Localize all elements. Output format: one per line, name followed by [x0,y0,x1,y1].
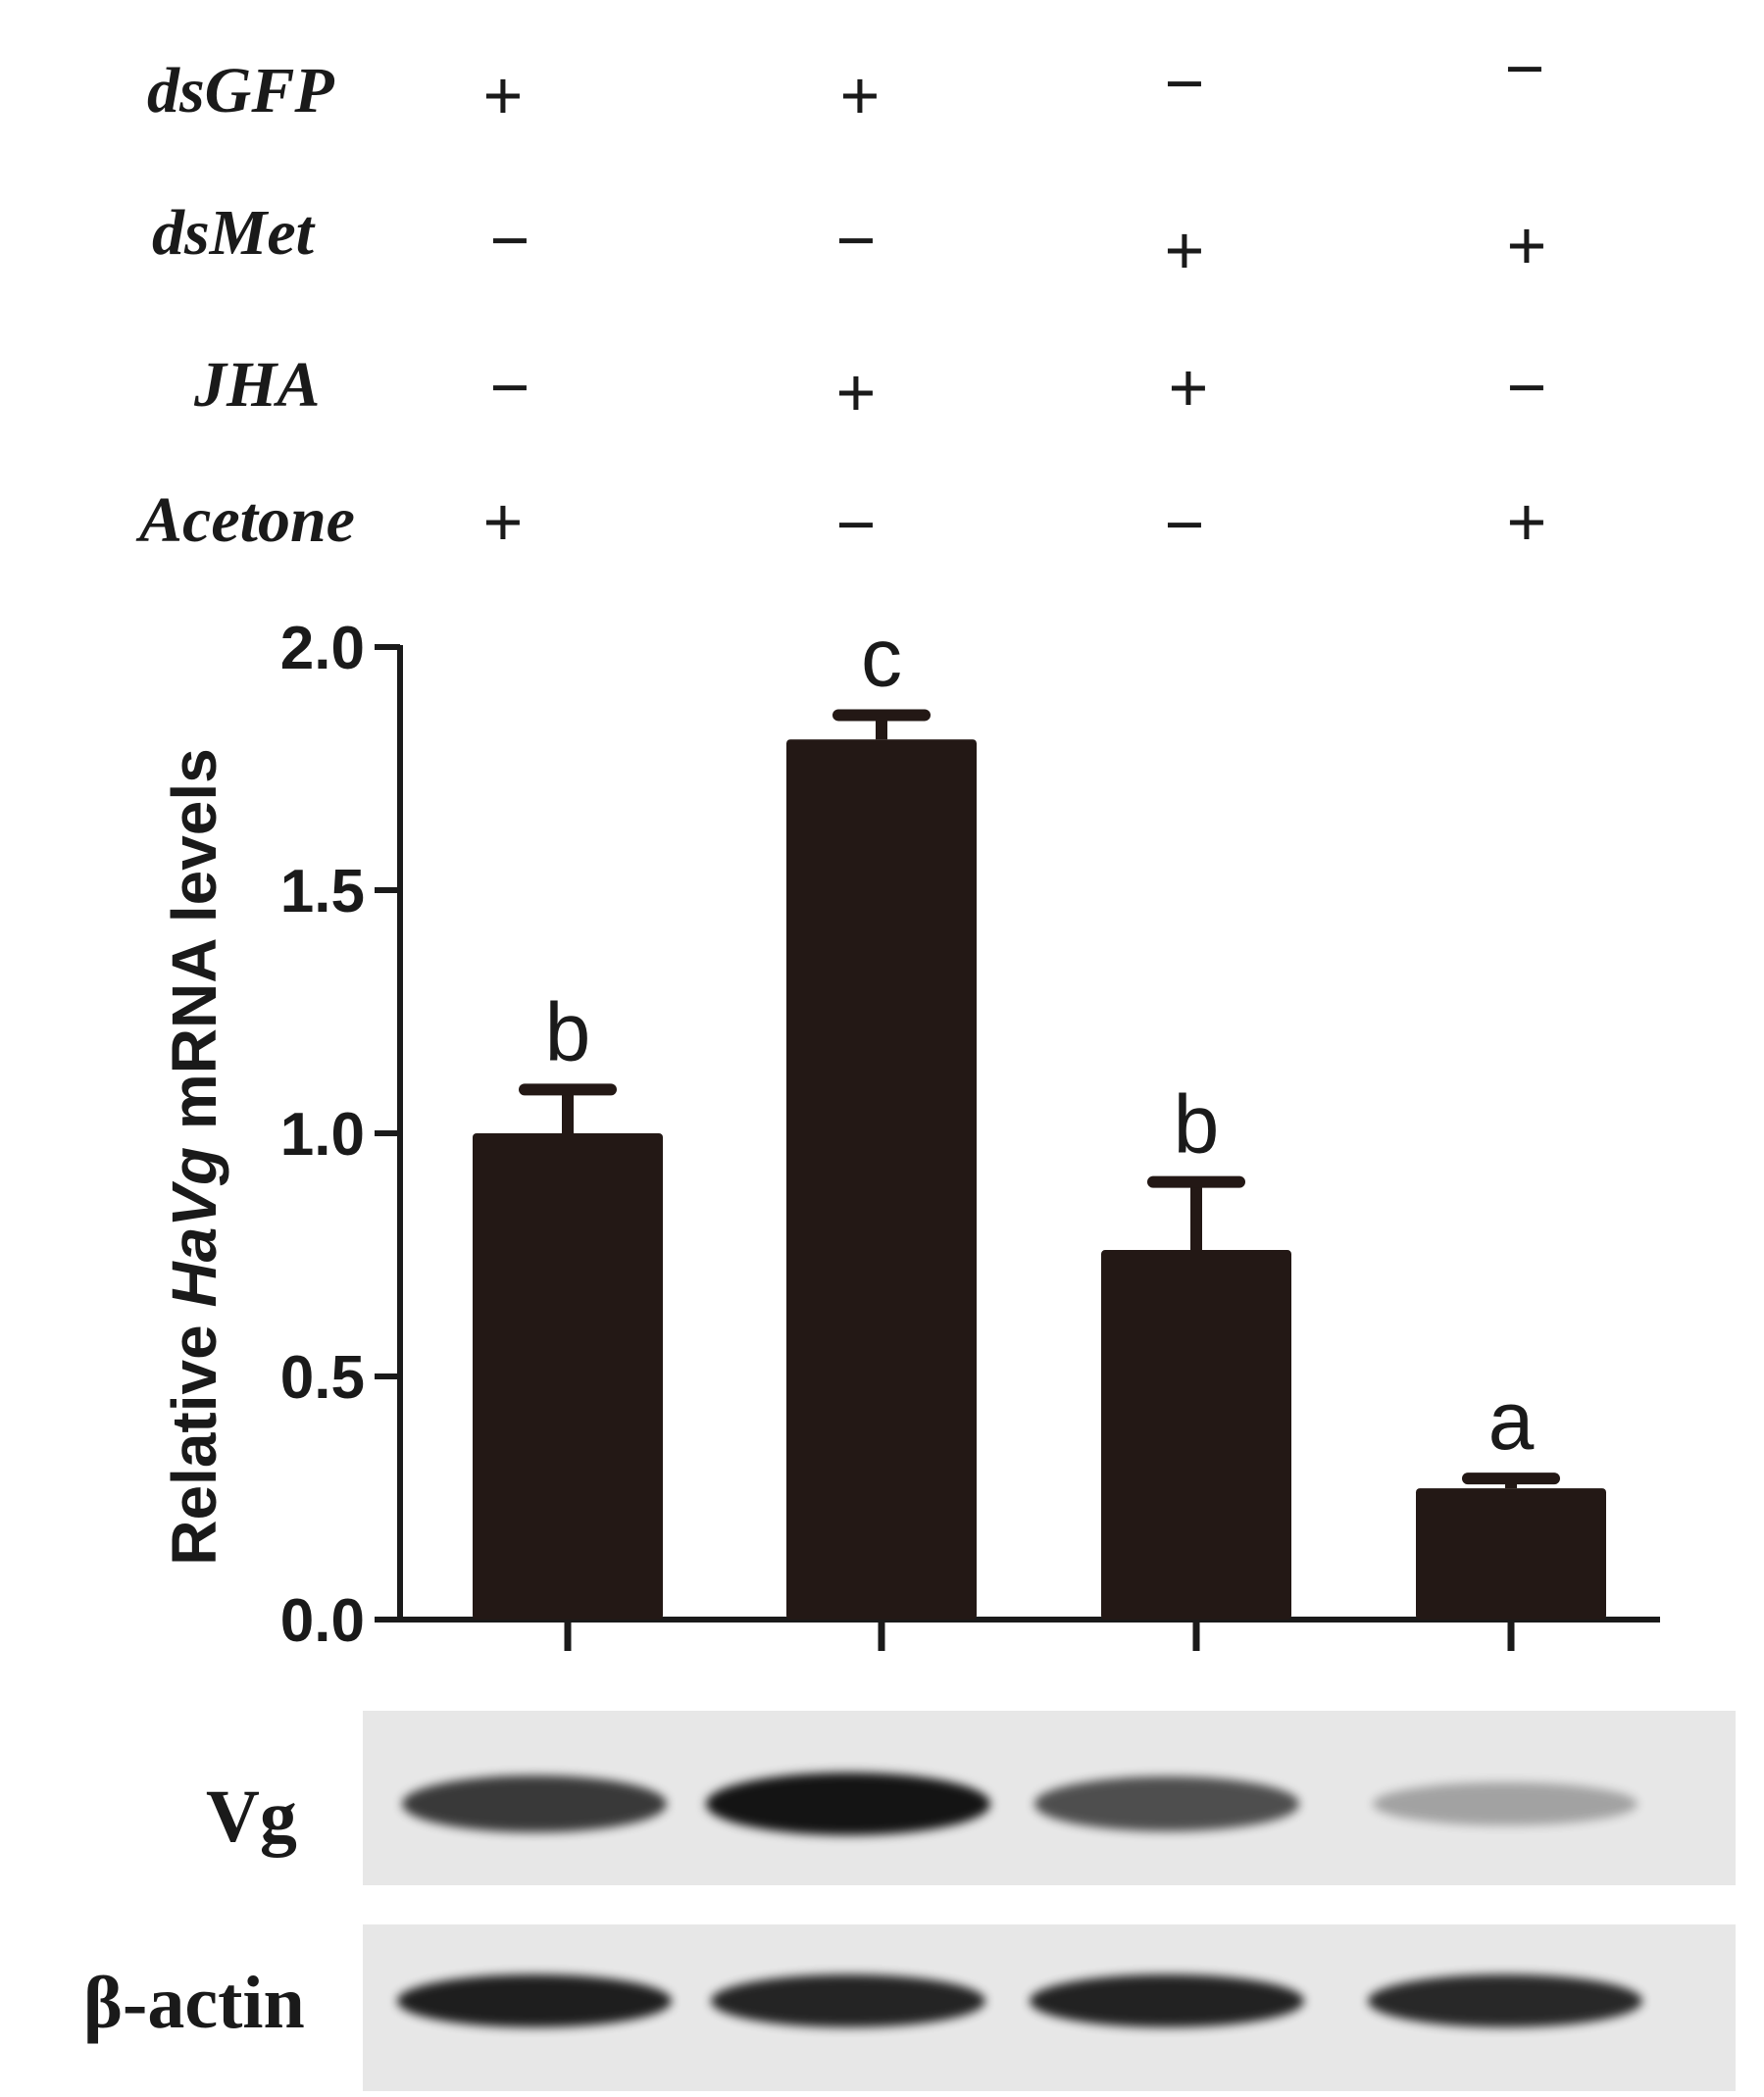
blot-band [706,1772,990,1835]
treatment-symbol: + [1164,212,1205,288]
treatment-symbol: − [835,202,877,278]
treatment-label-dsgfp: dsGFP [147,55,334,126]
y-axis-label-part: HaVg [159,1147,229,1308]
y-axis-label-part: mRNA levels [159,748,229,1147]
blot-band [1373,1781,1638,1826]
bar [473,1133,663,1620]
significance-letter: c [861,611,902,703]
treatment-label-jha: JHA [194,349,321,421]
blot-band [402,1774,667,1833]
bar-chart: 0.0 0.5 1.0 1.5 2.0 b c b a Relative HaVg mRNA l… [159,611,1660,1655]
treatment-label-acetone: Acetone [139,484,355,556]
treatment-symbol: + [835,354,877,430]
treatment-symbol: + [839,57,881,133]
treatment-symbol: + [1168,349,1209,425]
blot-band [1030,1974,1304,2027]
treatment-symbol: − [489,202,530,278]
chart-layer: 0.0 0.5 1.0 1.5 2.0 b c b a [280,611,1660,1655]
y-tick-label: 1.5 [280,858,365,925]
blot-band [1368,1974,1642,2027]
y-tick-label: 0.5 [280,1344,365,1412]
treatment-symbol: + [482,57,524,133]
bar [1416,1488,1606,1620]
blot-label-vg: Vg [206,1775,297,1858]
treatment-symbol: − [1164,45,1205,122]
blot-label-beta-actin: β-actin [83,1962,305,2044]
y-tick-label: 2.0 [280,615,365,682]
treatment-symbol: + [1506,207,1547,283]
treatment-symbol: + [1506,483,1547,560]
significance-letter: a [1488,1374,1535,1467]
bar [786,739,977,1620]
y-tick-label: 1.0 [280,1101,365,1169]
treatment-symbol: + [482,483,524,560]
significance-letter: b [545,985,591,1077]
bar [1101,1250,1291,1620]
significance-letter: b [1174,1078,1220,1171]
blot-panel-vg [363,1711,1736,1885]
y-axis-label-part: Relative [159,1308,229,1566]
treatment-symbol: − [835,486,877,563]
treatment-symbol: − [1506,349,1547,425]
treatment-symbol: − [489,349,530,425]
blot-band [1034,1776,1299,1831]
treatment-label-dsmet: dsMet [152,197,314,269]
y-axis-label: Relative HaVg mRNA levels [159,748,229,1566]
treatment-symbol: − [1504,30,1545,107]
blot-panel-beta-actin [363,1924,1736,2091]
blot-band [711,1974,985,2027]
y-tick-label: 0.0 [280,1587,365,1655]
blot-band [397,1974,672,2027]
treatment-symbol: − [1164,486,1205,563]
